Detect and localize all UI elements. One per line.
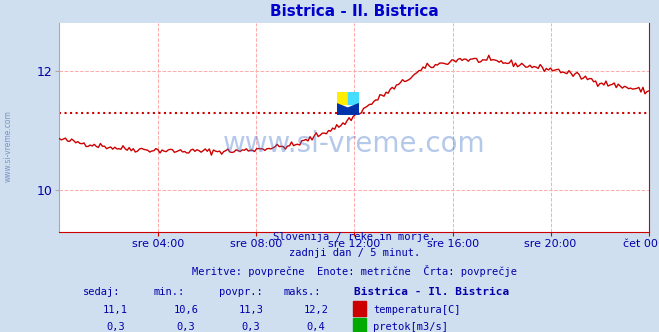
Text: maks.:: maks.:: [283, 287, 321, 297]
Text: temperatura[C]: temperatura[C]: [373, 305, 461, 315]
Text: 0,3: 0,3: [177, 322, 196, 332]
Text: min.:: min.:: [154, 287, 185, 297]
Title: Bistrica - Il. Bistrica: Bistrica - Il. Bistrica: [270, 4, 439, 19]
Text: 0,3: 0,3: [106, 322, 125, 332]
Text: 10,6: 10,6: [173, 305, 198, 315]
Text: 11,3: 11,3: [239, 305, 264, 315]
Text: 0,3: 0,3: [242, 322, 260, 332]
Text: www.si-vreme.com: www.si-vreme.com: [223, 130, 486, 158]
Text: Meritve: povprečne  Enote: metrične  Črta: povprečje: Meritve: povprečne Enote: metrične Črta:…: [192, 265, 517, 277]
Bar: [353, 301, 366, 316]
Text: sedaj:: sedaj:: [83, 287, 121, 297]
Text: zadnji dan / 5 minut.: zadnji dan / 5 minut.: [289, 248, 420, 259]
Text: Bistrica - Il. Bistrica: Bistrica - Il. Bistrica: [355, 287, 509, 297]
Text: 0,4: 0,4: [306, 322, 326, 332]
Text: 12,2: 12,2: [303, 305, 328, 315]
Bar: [353, 318, 366, 332]
Text: www.si-vreme.com: www.si-vreme.com: [3, 110, 13, 182]
Text: povpr.:: povpr.:: [219, 287, 262, 297]
Text: Slovenija / reke in morje.: Slovenija / reke in morje.: [273, 232, 436, 242]
Text: 11,1: 11,1: [103, 305, 128, 315]
Text: pretok[m3/s]: pretok[m3/s]: [373, 322, 448, 332]
